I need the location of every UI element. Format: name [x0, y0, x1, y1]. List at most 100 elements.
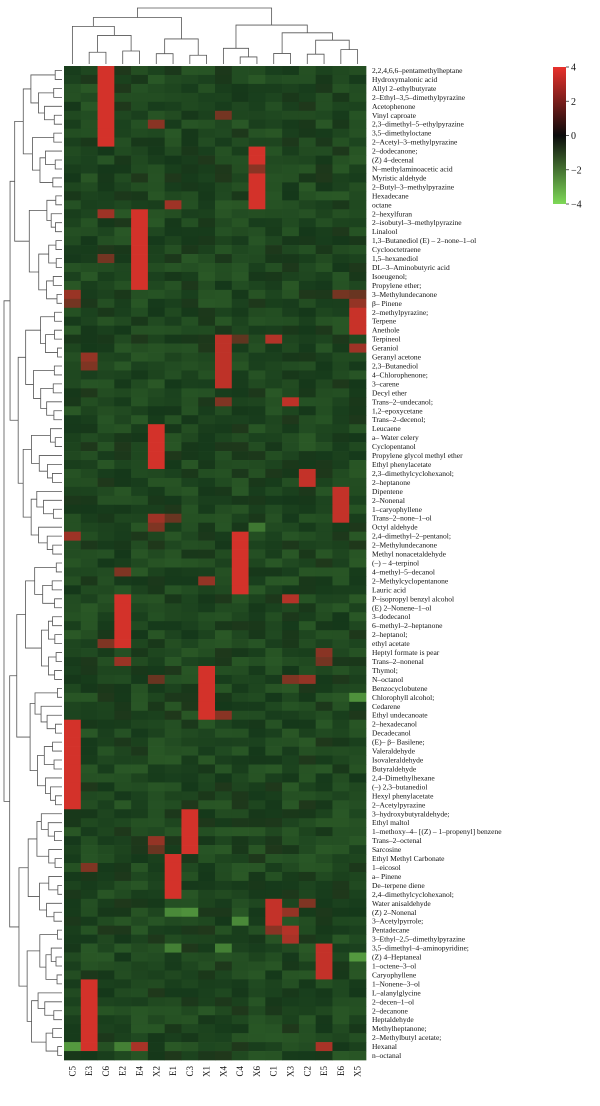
heatmap-cell: [332, 92, 350, 103]
heatmap-cell: [198, 970, 216, 980]
heatmap-cell: [164, 1015, 182, 1025]
heatmap-cell: [315, 880, 333, 891]
heatmap-cell: [315, 800, 333, 810]
heatmap-cell: [349, 791, 367, 801]
heatmap-cell: [114, 576, 132, 586]
heatmap-cell: [349, 209, 367, 219]
heatmap-cell: [64, 558, 82, 568]
heatmap-cell: [349, 952, 367, 962]
heatmap-cell: [147, 1033, 166, 1043]
row-label: Pentadecane: [372, 926, 410, 935]
heatmap-cell: [298, 271, 317, 282]
row-label: Cedarene: [372, 702, 401, 711]
heatmap-cell: [80, 639, 98, 649]
heatmap-cell: [215, 92, 233, 103]
heatmap-cell: [282, 119, 300, 130]
heatmap-cell: [131, 567, 149, 577]
heatmap-cell: [80, 916, 98, 927]
heatmap-cell: [231, 128, 249, 138]
heatmap-cell: [181, 415, 199, 425]
heatmap-cell: [147, 370, 166, 380]
dendrogram-branch: [40, 705, 62, 723]
heatmap-cell: [181, 119, 199, 130]
heatmap-cell: [282, 468, 300, 479]
heatmap-cell: [332, 988, 350, 998]
row-label: Cyclopentanol: [372, 442, 416, 451]
heatmap-cell: [332, 594, 350, 604]
heatmap-cell: [298, 191, 317, 201]
heatmap-cell: [315, 415, 333, 425]
row-label: Geranyl acetone: [372, 353, 422, 362]
heatmap-cell: [248, 925, 266, 935]
heatmap-cell: [198, 1051, 216, 1061]
heatmap-cell: [349, 92, 367, 103]
heatmap-cell: [198, 746, 216, 756]
heatmap-cell: [265, 746, 283, 756]
row-label: 3,5–dimethyl–4–aminopyridine;: [372, 944, 469, 953]
column-label: E5: [319, 1066, 329, 1076]
heatmap-cell: [315, 934, 333, 944]
heatmap-cell: [114, 845, 132, 855]
heatmap-cell: [265, 504, 283, 515]
row-label: 2–decanone: [372, 1006, 408, 1015]
row-label: 2,4–dimethylcyclohexanol;: [372, 890, 454, 899]
heatmap-cell: [332, 979, 350, 989]
heatmap-cell: [80, 755, 98, 765]
heatmap-cell: [332, 110, 350, 121]
heatmap-cell: [265, 451, 283, 461]
heatmap-cell: [332, 1051, 350, 1061]
heatmap-cell: [215, 522, 233, 532]
heatmap-cell: [298, 486, 317, 497]
heatmap-cell: [298, 692, 317, 703]
heatmap-cell: [198, 692, 216, 703]
heatmap-cell: [147, 92, 166, 103]
heatmap-cell: [315, 728, 333, 738]
heatmap-cell: [164, 522, 182, 532]
dendrogram-branch: [54, 70, 62, 80]
dendrogram-branch: [38, 526, 62, 544]
heatmap-cell: [315, 66, 333, 76]
heatmap-cell: [282, 549, 300, 559]
heatmap-cell: [181, 442, 199, 452]
heatmap-cell: [248, 665, 266, 676]
heatmap-cell: [131, 862, 149, 873]
heatmap-cell: [147, 316, 166, 327]
heatmap-cell: [64, 325, 82, 335]
heatmap-cell: [215, 943, 233, 953]
heatmap-cell: [265, 648, 283, 658]
heatmap-cell: [215, 800, 233, 810]
dendrogram-branch: [54, 634, 62, 644]
heatmap-cell: [131, 934, 149, 944]
heatmap-cell: [164, 531, 182, 541]
heatmap-cell: [315, 316, 333, 327]
heatmap-cell: [282, 800, 300, 810]
heatmap-cell: [265, 594, 283, 604]
heatmap-cell: [315, 370, 333, 380]
heatmap-cell: [131, 415, 149, 425]
heatmap-cell: [349, 531, 367, 541]
heatmap-cell: [114, 818, 132, 828]
heatmap-cell: [164, 755, 182, 765]
heatmap-cell: [97, 388, 115, 398]
heatmap-cell: [332, 997, 350, 1007]
heatmap-cell: [131, 603, 149, 613]
heatmap-cell: [349, 997, 367, 1007]
heatmap-cell: [215, 791, 233, 801]
heatmap-cell: [315, 200, 333, 210]
heatmap-cell: [265, 119, 283, 130]
dendrogram-branch: [52, 508, 62, 519]
heatmap-cell: [131, 880, 149, 891]
heatmap-cell: [181, 773, 199, 783]
heatmap-cell: [97, 451, 115, 461]
heatmap-cell: [282, 791, 300, 801]
heatmap-cell: [164, 719, 182, 730]
heatmap-cell: [265, 379, 283, 389]
heatmap-cell: [131, 648, 149, 658]
heatmap-cell: [349, 415, 367, 425]
heatmap-cell: [97, 325, 115, 335]
heatmap-cell: [332, 889, 350, 900]
heatmap-cell: [64, 836, 82, 846]
heatmap-cell: [181, 567, 199, 577]
heatmap-cell: [248, 970, 266, 980]
heatmap-cell: [147, 155, 166, 165]
